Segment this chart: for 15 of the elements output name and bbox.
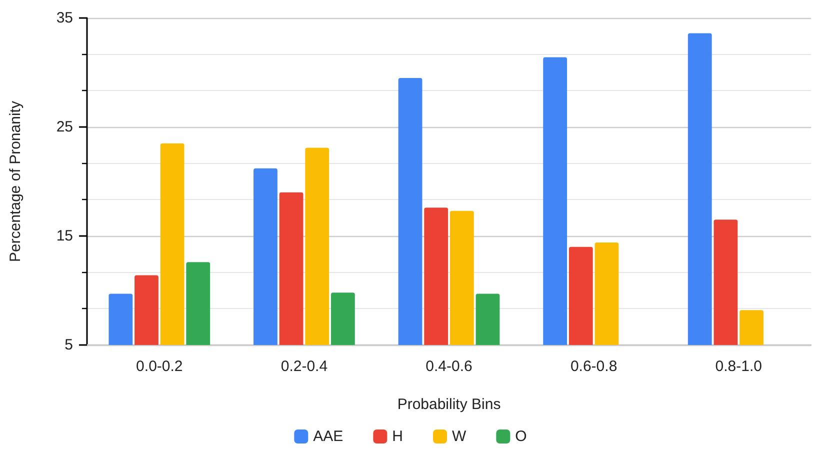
legend-label: H (392, 428, 404, 445)
y-tick-label: 5 (64, 336, 73, 354)
y-tick-label: 25 (56, 118, 73, 136)
y-axis-title: Percentage of Pronanity (7, 100, 24, 262)
x-axis-title: Probability Bins (397, 396, 501, 413)
legend-label: AAE (313, 428, 344, 445)
legend-label: O (515, 428, 527, 445)
x-tick-label: 0.4-0.6 (426, 358, 472, 375)
x-tick-label: 0.0-0.2 (136, 358, 183, 375)
y-tick-label: 35 (56, 10, 73, 26)
x-tick-label: 0.2-0.4 (280, 358, 328, 375)
x-tick-label: 0.6-0.8 (570, 358, 618, 375)
x-tick-label: 0.8-1.0 (715, 358, 762, 375)
y-tick-label: 15 (56, 228, 73, 244)
legend-label: W (452, 428, 468, 445)
